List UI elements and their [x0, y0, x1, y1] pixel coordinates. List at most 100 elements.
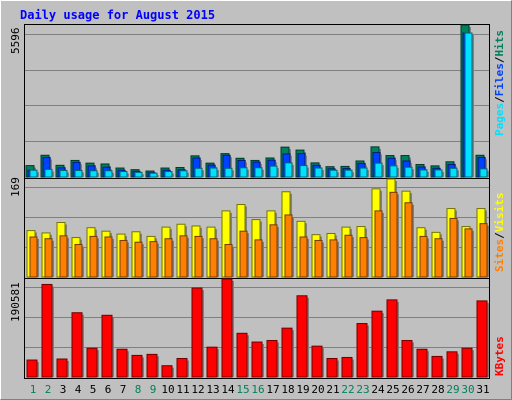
pages-bar	[134, 171, 144, 178]
day-label: 17	[266, 383, 279, 396]
sites-bar-face	[464, 228, 473, 278]
sites-bar-face	[164, 238, 173, 278]
pages-bar	[29, 169, 39, 178]
day-label: 31	[476, 383, 489, 396]
sites-bar-face	[269, 224, 278, 278]
legend-sites: Sites	[493, 239, 506, 272]
pages-bar	[44, 168, 54, 178]
legend-sep: /	[493, 232, 506, 239]
pages-bar-face	[164, 171, 173, 178]
sites-bar	[89, 235, 99, 278]
sites-bar-face	[209, 238, 218, 278]
day-labels: 1 2 3 4 5 6 7 8 9 10 11 12 13 14 15 16 17 18 19 20 21 22 23 24 2…	[30, 383, 490, 396]
kbytes-bar	[251, 341, 264, 378]
sites-bar	[209, 238, 219, 278]
kbytes-bar-face	[26, 359, 38, 378]
kbytes-bar	[341, 356, 354, 378]
sites-bar-face	[194, 235, 203, 278]
sites-bar	[284, 214, 294, 278]
kbytes-bar	[56, 358, 69, 378]
sites-bar	[44, 238, 54, 278]
day-label: 6	[105, 383, 112, 396]
visits-ymax-label: 169	[9, 177, 22, 197]
day-label: 11	[176, 383, 189, 396]
kbytes-bar	[281, 327, 294, 378]
sites-bar	[479, 223, 489, 278]
kbytes-bar-face	[71, 312, 83, 378]
day-label: 21	[326, 383, 339, 396]
kbytes-bar	[26, 359, 39, 378]
sites-bar-face	[134, 241, 143, 278]
sites-bar	[149, 241, 159, 278]
kbytes-bar-face	[401, 339, 413, 378]
day-label: 12	[191, 383, 204, 396]
pages-bar-face	[134, 171, 143, 178]
pages-bar-face	[239, 167, 248, 178]
sites-bar	[374, 210, 384, 278]
pages-bar	[374, 162, 384, 178]
pages-bar-face	[464, 32, 473, 178]
pages-bar-face	[449, 167, 458, 178]
kbytes-bar-face	[251, 341, 263, 378]
sites-bar	[359, 237, 369, 278]
sites-bar	[254, 239, 264, 278]
pages-bar-face	[179, 170, 188, 178]
pages-bar-face	[389, 165, 398, 178]
day-label: 22	[341, 383, 354, 396]
day-label: 8	[135, 383, 142, 396]
pages-bar-face	[104, 170, 113, 178]
sites-bar-face	[284, 214, 293, 278]
kbytes-bar-face	[206, 346, 218, 378]
pages-bar	[269, 165, 279, 178]
day-label: 15	[236, 383, 249, 396]
visits-legend: Sites/Visits	[493, 193, 506, 273]
legend-visits: Visits	[493, 193, 506, 233]
sites-bar-face	[59, 235, 68, 278]
sites-bar-face	[449, 217, 458, 278]
pages-bar	[224, 167, 234, 178]
sites-bar	[224, 244, 234, 278]
kbytes-bar-face	[146, 353, 158, 378]
pages-bar-face	[254, 167, 263, 178]
sites-bar-face	[329, 239, 338, 278]
sites-bar	[134, 241, 144, 278]
legend-pages: Pages	[493, 103, 506, 136]
day-label: 30	[461, 383, 474, 396]
kbytes-bar	[236, 332, 249, 378]
sites-bar	[404, 202, 414, 278]
sites-bar	[299, 236, 309, 278]
sites-bar	[434, 238, 444, 278]
visits-bars	[26, 178, 489, 278]
sites-bar-face	[89, 235, 98, 278]
kbytes-bar	[386, 299, 399, 378]
kbytes-bar-face	[296, 295, 308, 378]
day-label: 29	[446, 383, 459, 396]
kbytes-bar	[206, 346, 219, 378]
kbytes-bar-face	[101, 314, 113, 378]
pages-bar	[314, 167, 324, 178]
kbytes-bar	[416, 348, 429, 378]
kbytes-bar-face	[86, 347, 98, 378]
pages-bar-face	[374, 162, 383, 178]
pages-bar-face	[284, 162, 293, 178]
sites-bar	[344, 234, 354, 278]
day-label: 7	[120, 383, 127, 396]
hits-bars	[25, 24, 489, 178]
pages-bar	[419, 169, 429, 178]
kbytes-bar-face	[176, 357, 188, 378]
kbytes-bar	[131, 354, 144, 378]
day-label: 2	[45, 383, 52, 396]
sites-bar-face	[479, 223, 488, 278]
kbytes-bar	[371, 310, 384, 378]
kbytes-bar-face	[431, 355, 443, 378]
pages-bar-face	[149, 172, 158, 178]
pages-bar	[59, 169, 69, 178]
pages-bar-face	[224, 167, 233, 178]
sites-bar	[464, 228, 474, 278]
day-label: 1	[30, 383, 37, 396]
legend-hits: Hits	[493, 30, 506, 57]
sites-bar-face	[239, 230, 248, 278]
kbytes-bar-face	[371, 310, 383, 378]
pages-bar-face	[269, 165, 278, 178]
